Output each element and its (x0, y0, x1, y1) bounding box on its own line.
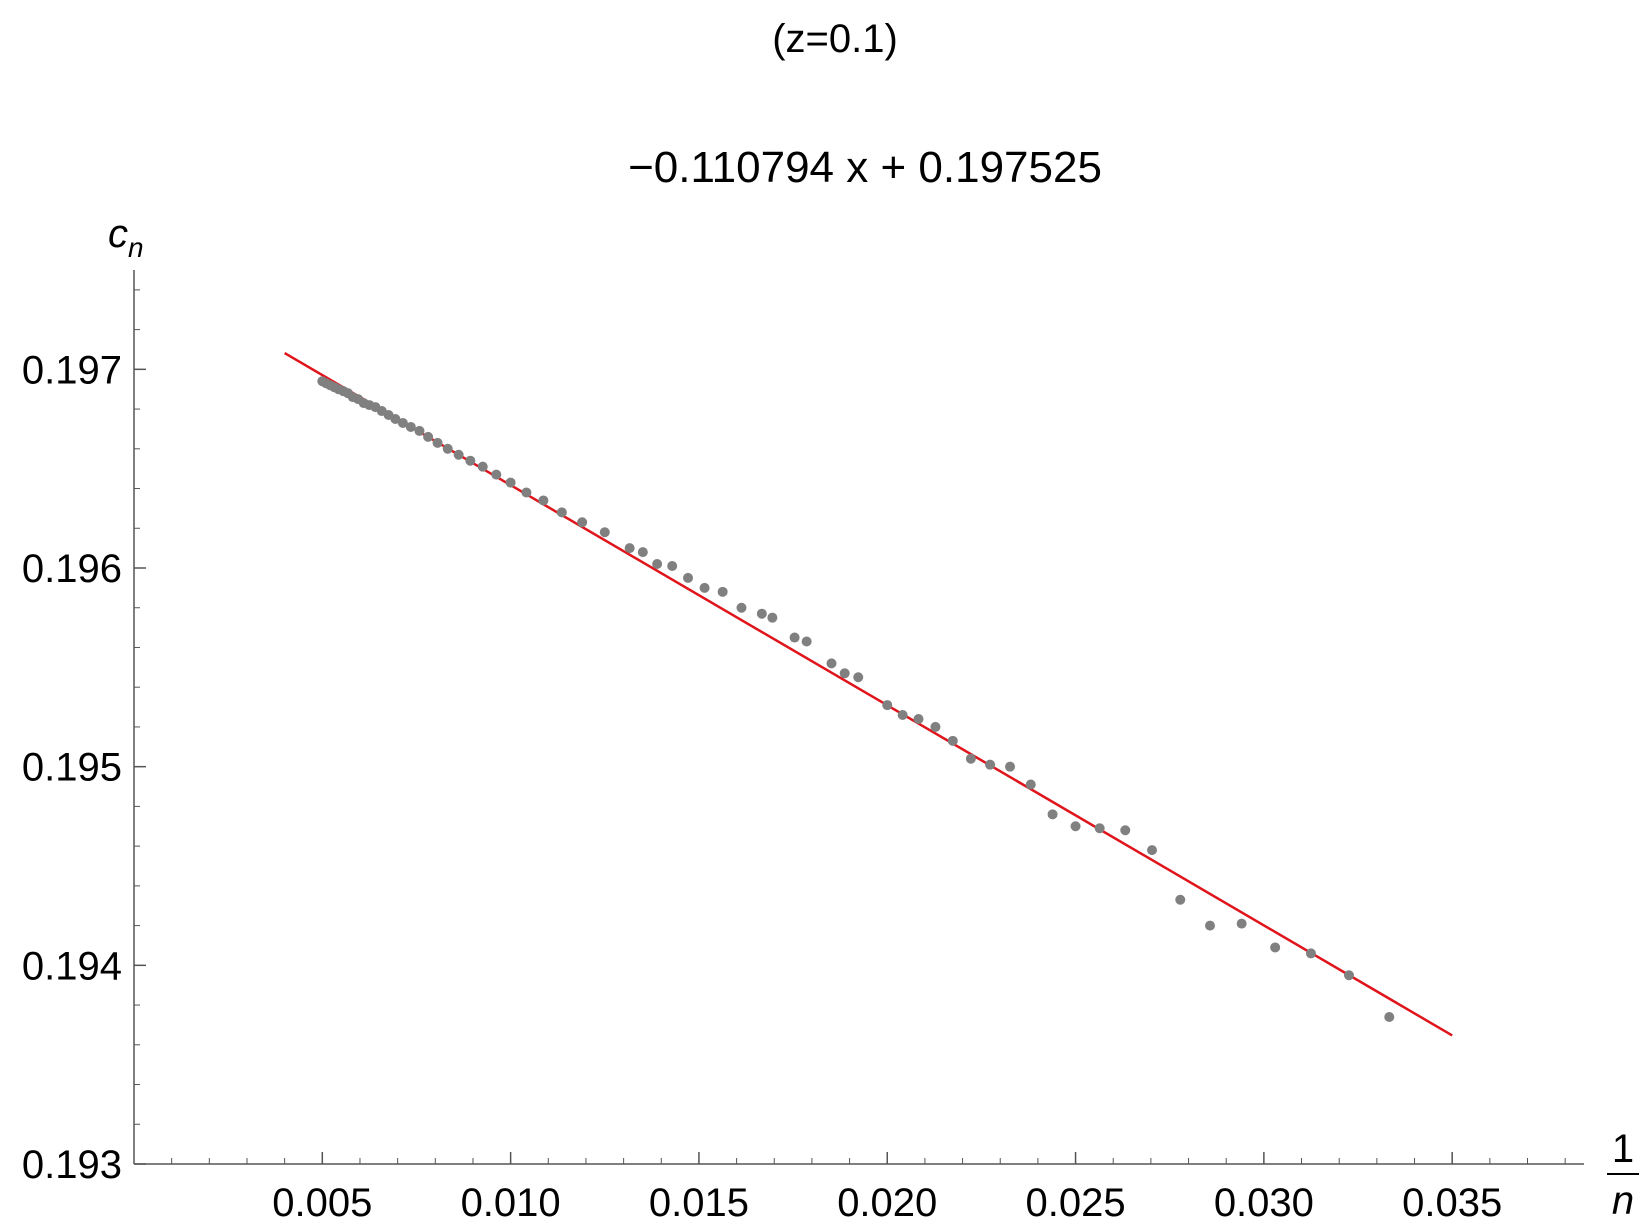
data-point (683, 572, 694, 583)
y-axis-label-subscript: n (128, 232, 144, 263)
x-axis-label: 1 n (1607, 1127, 1639, 1223)
data-point (1070, 821, 1081, 832)
data-point (538, 495, 549, 506)
data-point (736, 602, 747, 613)
data-point (505, 477, 516, 488)
chart-subtitle-fit-equation: −0.110794 x + 0.197525 (628, 143, 1102, 192)
data-point (839, 668, 850, 679)
data-point (1270, 942, 1281, 953)
x-axis-label-denominator: n (1612, 1179, 1634, 1223)
data-point (624, 543, 635, 554)
data-point (390, 414, 401, 424)
y-tick-label: 0.194 (22, 944, 122, 988)
data-point (853, 672, 864, 683)
data-point (405, 421, 416, 432)
y-tick-label: 0.197 (22, 348, 122, 392)
data-point (577, 517, 588, 528)
data-point (930, 721, 941, 732)
data-point (423, 431, 434, 442)
data-point (699, 582, 710, 593)
data-point (1236, 918, 1247, 929)
chart-title: (z=0.1) (772, 17, 898, 61)
data-point (521, 487, 532, 498)
data-point (789, 632, 800, 643)
data-point (477, 461, 488, 472)
data-point (1094, 823, 1105, 834)
data-point (465, 455, 476, 466)
data-point (767, 612, 778, 623)
data-point (1147, 845, 1158, 856)
data-point (491, 469, 502, 480)
data-point (947, 735, 958, 746)
data-point (965, 753, 976, 764)
data-point (442, 443, 453, 454)
data-point (414, 425, 425, 436)
data-point (756, 608, 767, 619)
x-tick-label: 0.025 (1026, 1181, 1126, 1225)
data-point (652, 559, 663, 570)
data-point (667, 561, 678, 572)
y-tick-label: 0.193 (22, 1143, 122, 1187)
data-point (432, 437, 443, 448)
y-tick-label: 0.196 (22, 547, 122, 591)
data-point (882, 700, 893, 711)
data-point (913, 713, 924, 724)
y-tick-label: 0.195 (22, 746, 122, 790)
x-tick-label: 0.035 (1402, 1181, 1502, 1225)
data-point (826, 658, 837, 669)
data-point (397, 417, 408, 428)
data-point (1175, 894, 1186, 905)
data-point (1025, 779, 1036, 790)
y-axis-label-main: c (108, 212, 128, 256)
x-tick-label: 0.010 (461, 1181, 561, 1225)
data-point (801, 636, 812, 647)
data-point (1047, 809, 1058, 820)
data-point (556, 507, 567, 518)
data-point (637, 547, 648, 558)
data-point (985, 759, 996, 770)
data-point (1305, 948, 1316, 959)
data-point (1120, 825, 1131, 836)
x-tick-label: 0.020 (837, 1181, 937, 1225)
data-points (317, 376, 1395, 1022)
data-point (599, 527, 610, 538)
data-point (453, 449, 464, 460)
data-point (717, 586, 728, 597)
x-tick-label: 0.015 (649, 1181, 749, 1225)
data-point (1384, 1011, 1395, 1022)
data-point (1343, 970, 1354, 981)
data-point (1005, 761, 1016, 772)
data-point (1205, 920, 1216, 931)
x-tick-label: 0.005 (272, 1181, 372, 1225)
axes: 0.005 0.010 0.015 0.020 0.025 0.030 0.035 0.193… (22, 270, 1584, 1225)
y-axis-label: cn (108, 212, 144, 263)
x-tick-label: 0.030 (1214, 1181, 1314, 1225)
x-axis-label-numerator: 1 (1612, 1127, 1634, 1171)
data-point (897, 710, 908, 721)
